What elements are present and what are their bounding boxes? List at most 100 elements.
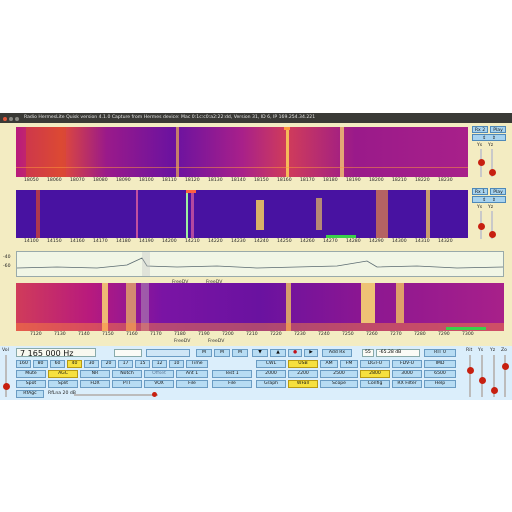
rflna-slider[interactable] [74,391,158,397]
mem-button-2[interactable]: M [214,349,230,357]
freq-ticks-14mhz: 14100 14150 14160 14170 14180 14190 14200 142… [24,239,453,244]
file-play-button[interactable]: File [176,380,208,388]
config-button[interactable]: Config [360,380,390,388]
rx2-select-arrows[interactable]: ⇕ ⇕ [472,134,506,141]
mute-button[interactable]: Mute [16,370,46,378]
filter-6500[interactable]: 6500 [424,370,456,378]
rflna-label: RfLna 20 dB [48,391,76,396]
maximize-icon[interactable] [15,117,19,121]
minimize-icon[interactable] [9,117,13,121]
waterfall-18mhz[interactable] [16,127,468,177]
play-button-rx1[interactable]: Play [490,188,506,195]
rit-button[interactable]: RIT 0 [424,349,456,357]
play-audio-button[interactable]: ▶ [304,349,318,357]
time-button[interactable]: Time [186,360,208,368]
rx1-button[interactable]: Rx 1 [472,188,488,195]
rfagc-button[interactable]: RfAgc [16,390,44,398]
mode-fm[interactable]: FM [340,360,358,368]
split-button[interactable]: Split [48,380,78,388]
mode-cwl[interactable]: CWL [256,360,286,368]
band-160[interactable]: 160 [16,360,31,368]
band-80[interactable]: 80 [33,360,48,368]
slider-track-top[interactable] [146,349,190,357]
freq-ticks-7mhz: 7120 7130 7140 7150 7160 7170 7180 7190 7200 7… [30,332,474,337]
spectrum-scope[interactable]: -40 -60 [3,251,504,277]
freedv-marker-2: FreeDV [206,280,223,285]
vol-slider[interactable] [2,355,10,397]
yz-label-rx1: Yz [488,205,494,210]
file-record-button[interactable]: File [212,380,252,388]
spot-button[interactable]: Spot [16,380,46,388]
mode-dgtu[interactable]: DGT-U [360,360,390,368]
freq-ticks-18mhz: 18050 18060 18070 18080 18090 18100 18110 181… [24,178,453,183]
ant1-button[interactable]: Ant 1 [176,370,208,378]
title-bar: Radio HermesLite Quisk version 4.1.0 Cap… [0,113,512,123]
rx1-select-arrows[interactable]: ⇕ ⇕ [472,196,506,203]
band-10[interactable]: 10 [169,360,184,368]
waterfall-7mhz[interactable] [16,283,504,331]
mode-imd[interactable]: IMD [424,360,456,368]
vox-button[interactable]: VOX [144,380,174,388]
vol-label: Vol [2,348,9,353]
record-button[interactable]: ● [288,349,302,357]
step-up-button[interactable]: ▲ [270,349,286,357]
yz-slider-rx1[interactable] [488,211,496,239]
freedv-marker-bottom-2: FreeDV [208,339,225,344]
mode-usb[interactable]: USB [288,360,318,368]
window-title: Radio HermesLite Quisk version 4.1.0 Cap… [24,115,316,120]
filter-2000[interactable]: 2000 [256,370,286,378]
play-button-rx2[interactable]: Play [490,126,506,133]
filter-3000[interactable]: 3000 [392,370,422,378]
mode-fdvu[interactable]: FDV-U [392,360,422,368]
filter-2200[interactable]: 2200 [288,370,318,378]
frequency-display[interactable]: 7 165 000 Hz [16,348,96,358]
rx-filter-button[interactable]: RX Filter [392,380,422,388]
band-30[interactable]: 30 [84,360,99,368]
band-17[interactable]: 17 [118,360,133,368]
help-button[interactable]: Help [424,380,456,388]
ys-slider[interactable] [478,355,486,397]
yz-slider-rx2[interactable] [488,149,496,177]
band-40[interactable]: 40 [67,360,82,368]
yz-label-rx2: Yz [488,143,494,148]
agc-button[interactable]: AGC [48,370,78,378]
mem-button-3[interactable]: M [232,349,248,357]
close-icon[interactable] [3,117,7,121]
freedv-marker-bottom-1: FreeDV [174,339,191,344]
quisk-app-window: Radio HermesLite Quisk version 4.1.0 Cap… [0,113,512,400]
graph-button[interactable]: Graph [256,380,286,388]
ys-label-rx2: Ys [477,143,483,148]
yz-slider[interactable] [490,355,498,397]
filter-2500[interactable]: 2500 [320,370,358,378]
waterfall-14mhz[interactable] [16,190,468,238]
mode-am[interactable]: AM [320,360,338,368]
smeter-value[interactable]: 55 [362,349,374,357]
fdx-button[interactable]: FDX [80,380,110,388]
frequency-entry[interactable] [114,349,142,357]
band-20[interactable]: 20 [101,360,116,368]
scope-button[interactable]: Scope [320,380,358,388]
window-controls[interactable] [3,116,21,123]
test1-button[interactable]: Test 1 [212,370,252,378]
smeter-reading: -65.28 dB [376,349,420,357]
band-15[interactable]: 15 [135,360,150,368]
nr-button[interactable]: NR [80,370,110,378]
ys-slider-rx1[interactable] [477,211,485,239]
rit-label: Rit [466,348,473,353]
rx2-button[interactable]: Rx 2 [472,126,488,133]
notch-button[interactable]: Notch [112,370,142,378]
ys-slider-rx2[interactable] [477,149,485,177]
ptt-button[interactable]: PTT [112,380,142,388]
yz-label: Yz [490,348,496,353]
mem-button-1[interactable]: M [196,349,212,357]
rit-slider[interactable] [466,355,474,397]
wfall-button[interactable]: WFall [288,380,318,388]
offset-button[interactable]: Offset [144,370,174,378]
filter-2800[interactable]: 2800 [360,370,390,378]
add-rx-button[interactable]: Add Rx [322,349,352,357]
band-12[interactable]: 12 [152,360,167,368]
band-60[interactable]: 60 [50,360,65,368]
scope-db-label-1: -40 [3,255,11,260]
zo-slider[interactable] [501,355,509,397]
step-down-button[interactable]: ▼ [252,349,268,357]
